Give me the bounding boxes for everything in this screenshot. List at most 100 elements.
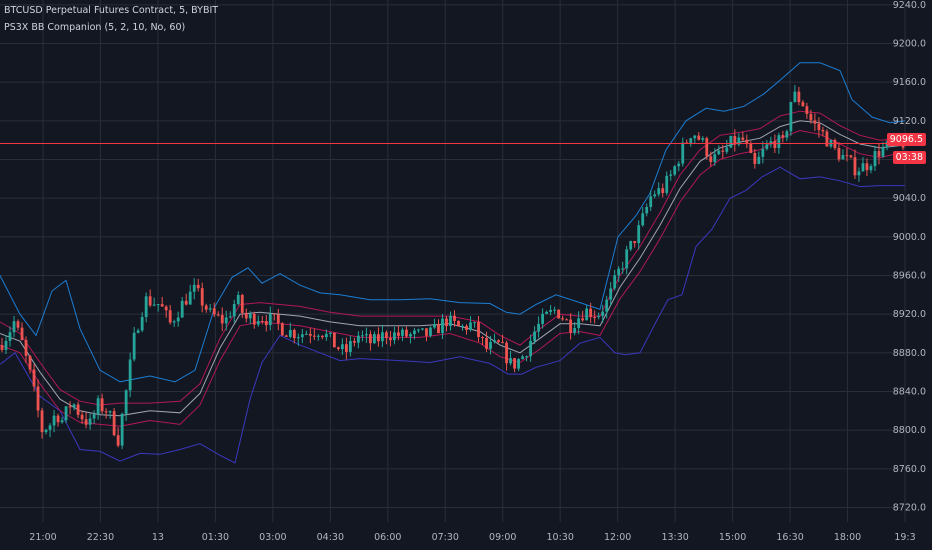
candle-up xyxy=(673,166,677,175)
candle-up xyxy=(156,304,160,306)
candle-down xyxy=(773,141,777,148)
candle-up xyxy=(757,156,761,164)
candle-down xyxy=(312,335,316,337)
price-tick-label: 9200.0 xyxy=(893,39,926,50)
candle-down xyxy=(697,135,701,140)
candle-up xyxy=(52,415,56,426)
price-tick-label: 9000.0 xyxy=(893,232,926,243)
candle-down xyxy=(80,414,84,420)
candle-down xyxy=(16,321,20,328)
candle-up xyxy=(300,334,304,338)
time-tick-label: 04:30 xyxy=(317,532,344,543)
candle-up xyxy=(509,358,512,364)
time-tick-label: 21:00 xyxy=(29,532,56,543)
candle-up xyxy=(637,225,641,244)
upper-inner-band xyxy=(0,110,906,406)
upper-outer-band xyxy=(0,62,906,383)
candle-up xyxy=(541,313,545,324)
candle-up xyxy=(529,340,532,357)
candle-up xyxy=(473,322,476,324)
candle-down xyxy=(633,241,637,244)
candle-up xyxy=(360,335,364,337)
bar-countdown-label: 03:38 xyxy=(892,151,926,164)
candle-down xyxy=(741,137,745,140)
lower-outer-band xyxy=(0,166,905,464)
current-price-label: 9096.5 xyxy=(886,133,926,146)
candle-up xyxy=(176,317,180,322)
candle-up xyxy=(152,304,156,306)
candle-down xyxy=(397,332,400,336)
candle-down xyxy=(184,300,188,305)
candle-up xyxy=(328,332,332,334)
time-tick-label: 16:30 xyxy=(776,532,803,543)
candle-up xyxy=(228,316,232,318)
price-tick-label: 9120.0 xyxy=(893,116,926,127)
candle-up xyxy=(489,342,492,349)
candle-up xyxy=(340,344,344,350)
price-tick-label: 8720.0 xyxy=(893,503,926,514)
candle-down xyxy=(477,322,480,337)
candle-down xyxy=(593,317,597,319)
time-tick-label: 22:30 xyxy=(87,532,114,543)
candle-down xyxy=(801,102,805,107)
candle-up xyxy=(413,330,416,335)
candle-up xyxy=(124,390,128,414)
candle-down xyxy=(344,344,348,352)
candle-down xyxy=(280,323,284,336)
candle-up xyxy=(677,163,681,167)
candle-down xyxy=(453,315,456,321)
candle-up xyxy=(601,311,605,317)
candle-down xyxy=(425,328,428,336)
time-axis[interactable]: 21:00 22:30 13 01:30 03:00 04:30 06:00 07:30 09:… xyxy=(29,532,915,543)
candle-down xyxy=(20,327,24,341)
candle-down xyxy=(352,340,356,343)
candle-up xyxy=(236,295,240,305)
candle-up xyxy=(657,188,661,195)
candle-down xyxy=(849,155,853,158)
candle-up xyxy=(429,327,432,336)
candle-up xyxy=(649,196,653,207)
candle-down xyxy=(168,310,172,323)
candle-down xyxy=(272,313,276,315)
candle-down xyxy=(204,305,208,310)
candle-up xyxy=(621,268,625,270)
candle-down xyxy=(825,131,829,147)
price-tick-label: 9240.0 xyxy=(893,0,926,11)
time-tick-label: 01:30 xyxy=(202,532,229,543)
candle-up xyxy=(108,411,112,413)
candle-up xyxy=(857,171,861,176)
candle-up xyxy=(609,288,613,300)
candle-down xyxy=(332,332,336,348)
candle-down xyxy=(837,148,841,160)
candle-up xyxy=(96,398,100,415)
candle-up xyxy=(725,147,729,152)
candle-down xyxy=(164,306,168,311)
candle-down xyxy=(284,335,288,337)
candle-down xyxy=(797,91,801,103)
candle-up xyxy=(617,268,621,276)
candle-up xyxy=(861,163,865,172)
candle-down xyxy=(336,347,340,350)
candle-down xyxy=(377,334,380,342)
candle-up xyxy=(869,166,873,171)
candle-up xyxy=(224,317,228,324)
candle-up xyxy=(373,334,376,344)
candle-down xyxy=(112,411,116,436)
candle-down xyxy=(40,410,44,433)
candle-up xyxy=(409,334,412,337)
candle-down xyxy=(497,340,500,343)
candle-up xyxy=(304,333,308,335)
candle-up xyxy=(48,425,52,430)
price-tick-label: 9040.0 xyxy=(893,193,926,204)
candle-down xyxy=(853,157,857,176)
candle-down xyxy=(465,325,468,330)
candle-down xyxy=(569,319,573,333)
grid xyxy=(0,0,906,522)
candle-down xyxy=(220,314,224,324)
price-tick-label: 8840.0 xyxy=(893,387,926,398)
indicator-title[interactable]: PS3X BB Companion (5, 2, 10, No, 60) xyxy=(4,22,186,33)
candle-down xyxy=(709,156,713,163)
candle-up xyxy=(441,318,444,334)
symbol-title[interactable]: BTCUSD Perpetual Futures Contract, 5, BY… xyxy=(4,5,219,16)
